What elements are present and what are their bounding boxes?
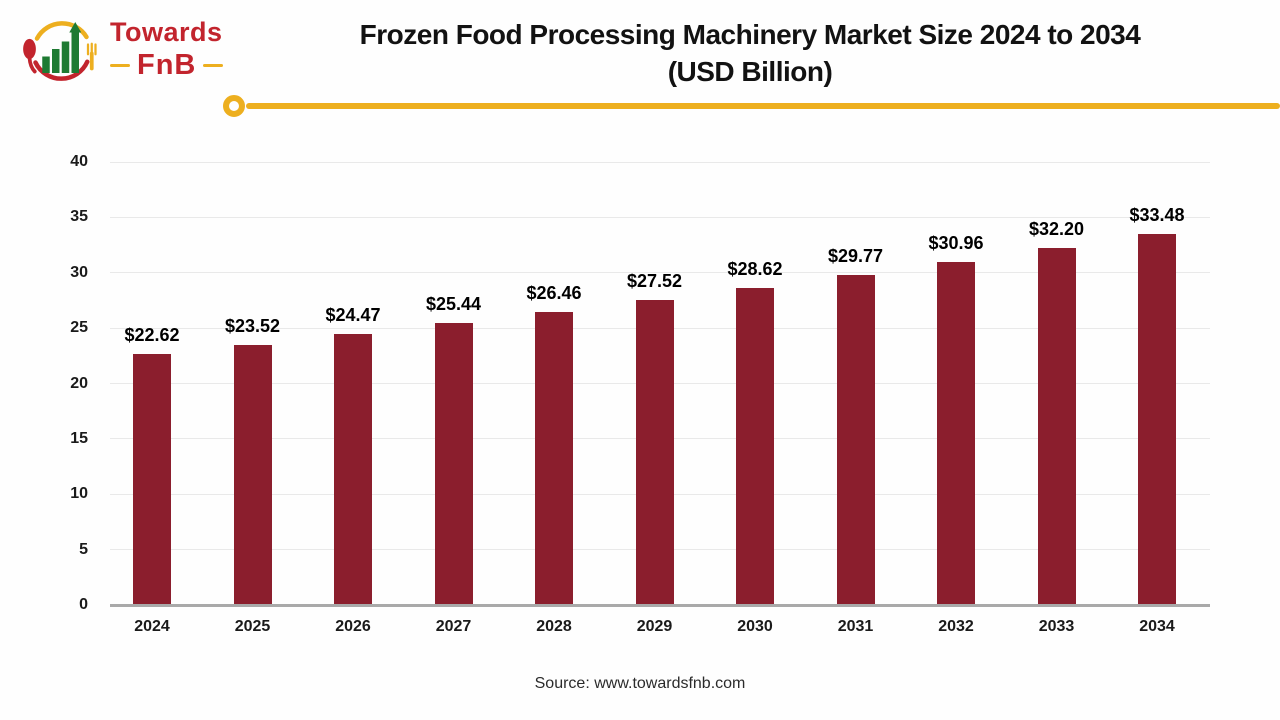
y-axis-tick-15: 15 xyxy=(70,429,88,447)
x-axis-tick-2030: 2030 xyxy=(737,618,773,635)
bar-2030 xyxy=(736,288,774,605)
x-axis-tick-2029: 2029 xyxy=(636,618,673,635)
bar-2031 xyxy=(836,275,875,605)
title-divider-ring-icon xyxy=(223,95,245,117)
brand-name-towards: Towards xyxy=(110,16,223,47)
gridline-y-40 xyxy=(110,161,1210,163)
gridline-y-30 xyxy=(110,272,1210,274)
bar-2024 xyxy=(133,354,171,605)
bar-value-label-2024: $22.62 xyxy=(124,325,180,346)
bar-2027 xyxy=(434,323,473,605)
y-axis-tick-10: 10 xyxy=(70,485,88,503)
bar-2029 xyxy=(635,300,674,605)
bar-value-label-2026: $24.47 xyxy=(325,304,381,325)
x-axis-tick-2034: 2034 xyxy=(1139,618,1175,635)
chart-title-line2: (USD Billion) xyxy=(667,56,833,87)
bar-value-label-2030: $28.62 xyxy=(727,259,783,280)
y-axis-tick-30: 30 xyxy=(70,263,88,281)
y-axis-tick-40: 40 xyxy=(70,153,88,170)
brand-logo: Towards FnB xyxy=(22,12,224,86)
x-axis-line xyxy=(110,604,1210,607)
title-divider-line xyxy=(246,103,1280,109)
x-axis-tick-2024: 2024 xyxy=(134,618,170,635)
x-axis-tick-2026: 2026 xyxy=(335,618,371,635)
y-axis-tick-20: 20 xyxy=(70,374,88,392)
brand-name-fnb: FnB xyxy=(137,48,197,81)
bar-2034 xyxy=(1138,234,1176,605)
bar-value-label-2028: $26.46 xyxy=(526,282,582,303)
x-axis-tick-2031: 2031 xyxy=(837,618,874,635)
bar-2025 xyxy=(233,344,272,605)
y-axis-tick-25: 25 xyxy=(70,319,88,337)
y-axis-tick-35: 35 xyxy=(70,208,88,226)
x-axis-tick-2033: 2033 xyxy=(1038,618,1075,635)
bar-2033 xyxy=(1037,248,1076,605)
bar-value-label-2031: $29.77 xyxy=(827,246,884,267)
y-axis-tick-0: 0 xyxy=(79,596,88,613)
x-axis-tick-2027: 2027 xyxy=(435,618,472,635)
chart-title-line1: Frozen Food Processing Machinery Market … xyxy=(359,19,1141,50)
brand-dash-left-icon xyxy=(110,63,130,67)
bar-value-label-2033: $32.20 xyxy=(1028,219,1085,240)
bar-2032 xyxy=(937,262,975,605)
x-axis-tick-2028: 2028 xyxy=(536,618,572,635)
bar-value-label-2027: $25.44 xyxy=(425,294,482,315)
bar-value-label-2025: $23.52 xyxy=(224,315,281,336)
bar-value-label-2029: $27.52 xyxy=(626,271,683,292)
x-axis-tick-2025: 2025 xyxy=(234,618,271,635)
bar-value-label-2032: $30.96 xyxy=(928,233,984,254)
towards-fnb-logo-icon xyxy=(23,21,97,81)
chart-title: Frozen Food Processing Machinery Market … xyxy=(250,16,1250,90)
bar-value-label-2034: $33.48 xyxy=(1129,205,1185,226)
brand-dash-right-icon xyxy=(203,63,224,67)
bar-2026 xyxy=(334,333,372,605)
y-axis-tick-5: 5 xyxy=(79,540,88,558)
x-axis-tick-2032: 2032 xyxy=(938,618,974,635)
brand-name: Towards FnB xyxy=(110,16,224,81)
source-text: Source: www.towardsfnb.com xyxy=(534,675,746,692)
bar-2028 xyxy=(535,311,573,605)
gridline-y-35 xyxy=(110,216,1210,218)
